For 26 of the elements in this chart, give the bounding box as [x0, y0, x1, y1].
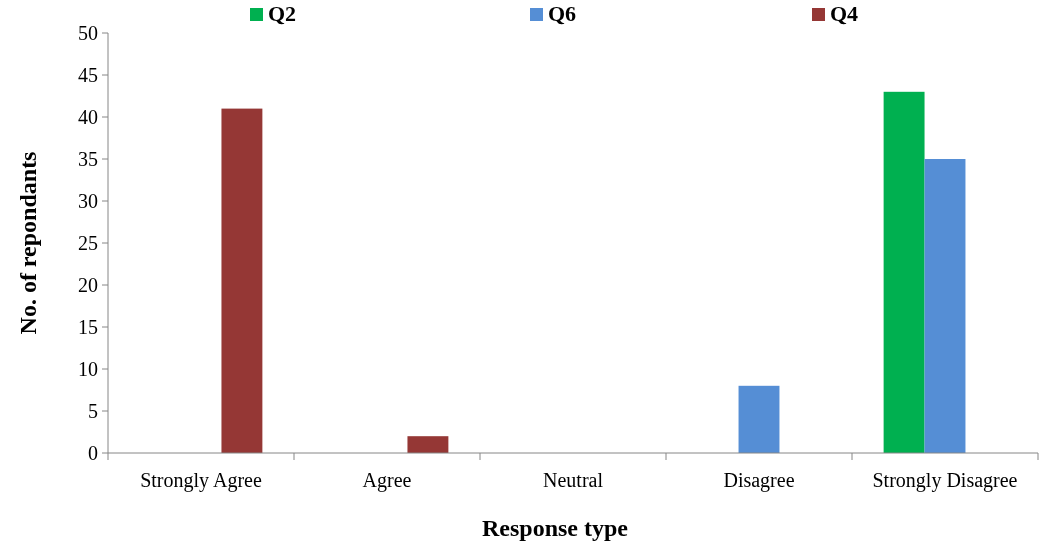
- y-tick-label: 5: [88, 400, 98, 422]
- bar: [924, 159, 966, 453]
- x-axis-title: Response type: [481, 515, 629, 541]
- x-tick-label: Strongly Agree: [140, 469, 262, 492]
- legend-label: Q2: [268, 1, 297, 26]
- bar: [407, 436, 449, 453]
- y-axis-title: No. of repondants: [15, 151, 41, 335]
- x-tick-label: Disagree: [723, 469, 795, 492]
- x-tick-label: Agree: [362, 469, 412, 492]
- x-tick-label: Strongly Disagree: [872, 469, 1018, 492]
- x-tick-label: Neutral: [543, 469, 604, 491]
- y-tick-label: 30: [78, 190, 98, 212]
- legend-label: Q6: [548, 1, 577, 26]
- bar: [738, 385, 780, 453]
- y-tick-label: 10: [78, 358, 98, 380]
- y-tick-label: 35: [78, 148, 98, 170]
- y-tick-label: 40: [78, 106, 98, 128]
- y-tick-label: 50: [78, 22, 98, 44]
- y-tick-label: 0: [88, 442, 98, 464]
- y-tick-label: 20: [78, 274, 98, 296]
- legend-label: Q4: [830, 1, 859, 26]
- y-tick-label: 15: [78, 316, 98, 338]
- y-tick-label: 25: [78, 232, 98, 254]
- bar: [221, 108, 263, 453]
- bar: [883, 91, 925, 453]
- y-tick-label: 45: [78, 64, 98, 86]
